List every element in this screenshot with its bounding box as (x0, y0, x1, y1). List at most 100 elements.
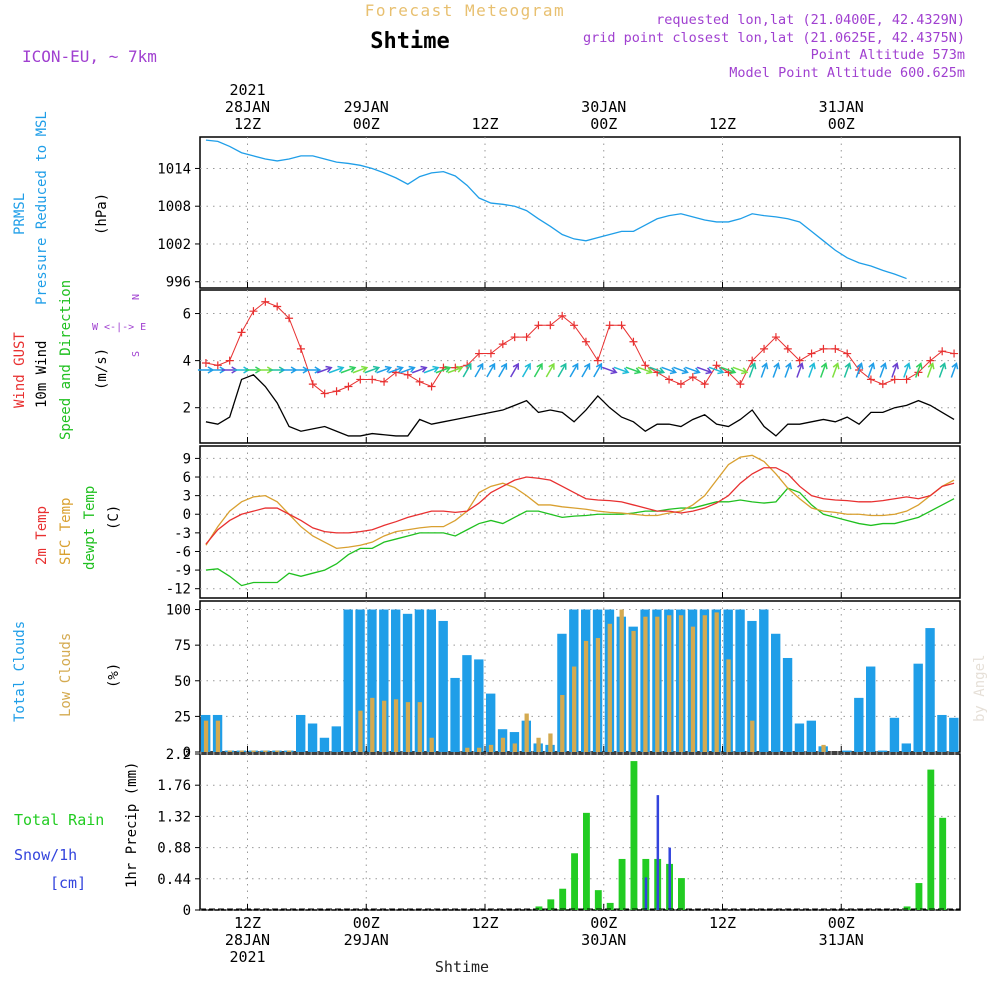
total-cloud-bar (735, 609, 745, 752)
wind-direction-arrow (914, 362, 923, 378)
top-time-label: 12Z (234, 115, 261, 133)
snow-bar (656, 795, 660, 910)
arrow-shape (423, 365, 440, 374)
wind-direction-arrow (748, 362, 757, 378)
low-cloud-bar (477, 747, 482, 752)
y-tick-label: 0.44 (157, 872, 191, 888)
wind-direction-arrow (328, 365, 345, 374)
bottom-time-label: 00Z (353, 914, 380, 932)
wind-direction-arrow (581, 362, 591, 378)
total-cloud-bar (355, 609, 365, 752)
top-time-label: 31JAN (819, 98, 864, 116)
gust-marker (308, 380, 317, 389)
y-tick-label: -6 (174, 544, 191, 560)
total-cloud-bar (794, 723, 805, 752)
rain-bar (559, 888, 567, 910)
rain-bar (939, 817, 947, 910)
snow-bar (668, 847, 671, 910)
arrow-shape (316, 365, 333, 374)
total-cloud-bar (462, 655, 472, 752)
gust-marker (617, 321, 626, 330)
total-cloud-bar (913, 663, 923, 752)
low-cloud-bar (251, 750, 256, 752)
gust-marker (807, 349, 816, 358)
gust-marker (486, 349, 495, 358)
arrow-shape (855, 362, 864, 378)
arrow-shape (545, 362, 555, 378)
rain-bar (583, 812, 590, 910)
arrow-shape (843, 362, 852, 378)
low-cloud-bar (263, 750, 268, 752)
gust-marker (688, 373, 697, 382)
clouds-ylabel-total: Total Clouds (12, 621, 28, 722)
gust-marker (249, 307, 258, 316)
wind-speed-line (205, 373, 955, 437)
arrow-shape (950, 362, 959, 378)
arrow-shape (376, 365, 393, 374)
low-cloud-bar (726, 659, 731, 752)
bottom-time-label: 29JAN (344, 931, 389, 949)
wind-direction-arrow (732, 366, 749, 375)
total-cloud-bar (901, 743, 911, 752)
low-cloud-bar (429, 737, 434, 752)
arrow-shape (304, 366, 322, 374)
dewpt-temp-line (205, 487, 955, 587)
total-cloud-bar (296, 714, 306, 752)
wind-direction-arrow (673, 366, 689, 375)
gust-marker (546, 321, 555, 330)
low-cloud-bar (690, 626, 696, 752)
total-cloud-bar (771, 633, 781, 752)
wind-direction-arrow (950, 362, 959, 378)
wind-direction-arrow (938, 362, 947, 378)
low-cloud-bar (465, 747, 470, 752)
y-tick-label: 25 (174, 709, 191, 725)
overlay-title: Forecast Meteogram (365, 1, 565, 20)
gust-marker (273, 302, 282, 311)
bottom-time-label: 00Z (590, 914, 617, 932)
gust-marker (629, 337, 638, 346)
total-cloud-bar (367, 609, 377, 752)
y-tick-label: 0.88 (157, 841, 191, 857)
total-cloud-bar (759, 609, 769, 752)
wind-ylabel-direction: Speed and Direction (58, 280, 74, 440)
arrow-shape (696, 366, 713, 375)
precip-ytitle: 1hr Precip (mm) (124, 762, 140, 888)
y-tick-label: -12 (166, 582, 191, 598)
wind-direction-arrow (376, 365, 393, 374)
arrow-shape (760, 362, 769, 378)
y-tick-label: 50 (174, 674, 191, 690)
gust-marker (368, 375, 377, 384)
wind-direction-arrow (498, 362, 508, 378)
y-tick-label: 0 (183, 507, 191, 523)
plot-area: 996 1002 1008 1014 2 4 6 -12 -9 -6 -3 0 3 6 9 0 25 50 75 10… (12, 81, 961, 966)
snow-bar (644, 877, 648, 910)
wind-direction-arrow (649, 366, 666, 375)
low-cloud-bar (821, 744, 826, 752)
total-cloud-bar (486, 693, 496, 752)
wind-direction-arrow (474, 362, 484, 378)
panel-clouds: 0 25 50 75 100 (166, 600, 961, 761)
arrow-shape (879, 362, 888, 378)
low-cloud-bar (358, 710, 363, 752)
y-tick-label: 1.76 (157, 778, 191, 794)
wind-units: (m/s) (94, 348, 110, 390)
total-cloud-bar (889, 717, 900, 752)
wind-direction-arrow (545, 362, 555, 378)
arrow-shape (732, 366, 749, 375)
total-cloud-bar (450, 677, 460, 752)
low-cloud-bar (382, 700, 387, 752)
wind-direction-arrow (637, 366, 654, 375)
arrow-shape (581, 362, 591, 378)
low-cloud-bar (536, 737, 541, 752)
gust-marker (581, 337, 590, 346)
arrow-shape (601, 366, 618, 375)
bottom-time-label: 12Z (234, 914, 261, 932)
top-time-label: 28JAN (225, 98, 270, 116)
arrow-shape (447, 365, 464, 374)
rain-bar (630, 761, 638, 910)
low-cloud-bar (488, 744, 494, 752)
arrow-shape (926, 362, 935, 378)
top-time-label: 12Z (471, 115, 498, 133)
arrow-shape (388, 365, 404, 374)
arrow-shape (400, 365, 416, 374)
